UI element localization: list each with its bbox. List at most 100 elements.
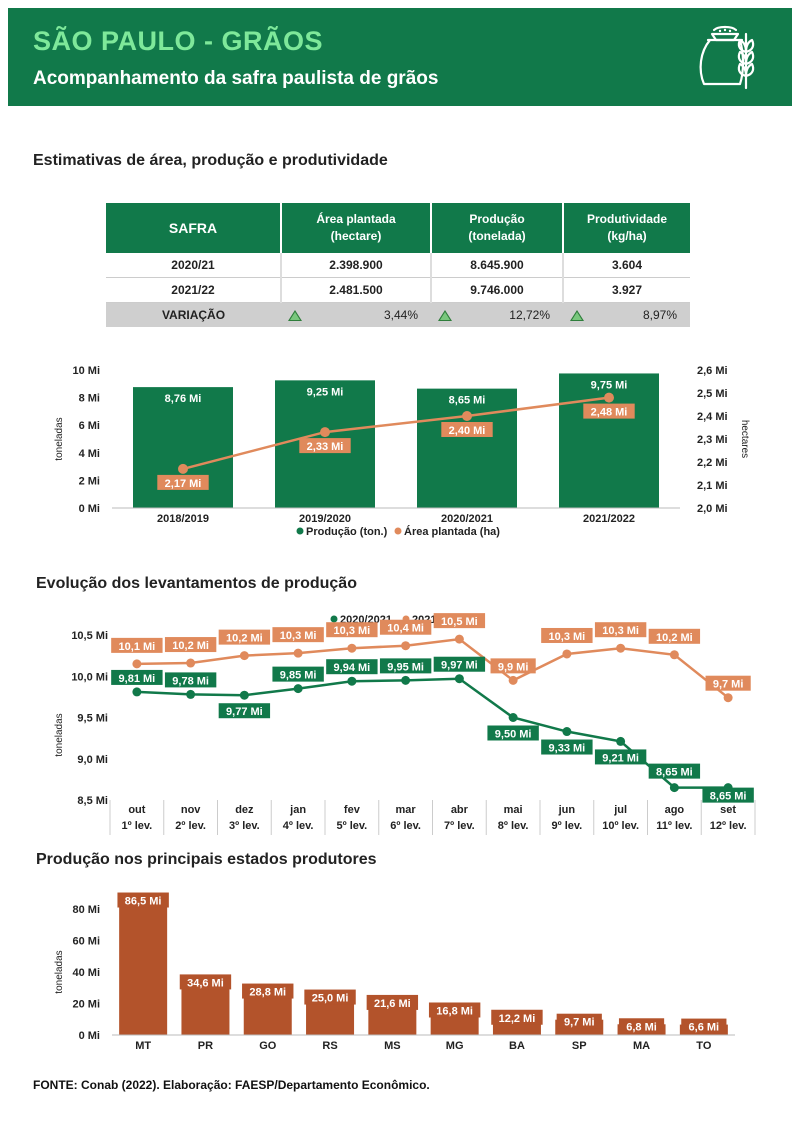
area-point-label: 2,33 Mi (307, 441, 344, 453)
variation-producao: 12,72% (509, 308, 550, 322)
month-label: ago (665, 804, 685, 816)
series-point-label-bg (111, 637, 163, 653)
series-point (239, 651, 249, 661)
series-point-label-bg (705, 675, 751, 691)
state-bar-label: 6,8 Mi (626, 1021, 657, 1033)
month-label: jan (289, 804, 306, 816)
state-bar-label: 28,8 Mi (249, 987, 286, 999)
area-point-label-bg (441, 422, 493, 437)
series-point (508, 713, 518, 722)
state-label: GO (259, 1040, 277, 1052)
area-line (182, 396, 610, 471)
y-tick-label: 4 Mi (79, 448, 100, 460)
series-point (616, 736, 626, 746)
survey-label: 7º lev. (444, 820, 475, 832)
series-point-label: 10,5 Mi (441, 616, 478, 628)
series-point-label: 9,50 Mi (495, 729, 532, 741)
legend-label-producao: Produção (ton.) (306, 526, 388, 538)
safra-cell: 2021/22 (106, 277, 282, 303)
y2-axis-title: hectares (739, 420, 750, 458)
state-bar-label-bg (179, 974, 232, 990)
series-point-label-bg (541, 739, 593, 755)
series-point-label-bg (379, 658, 432, 674)
month-label: out (128, 804, 145, 816)
series-point (347, 643, 357, 653)
series-point-label-bg (218, 629, 271, 645)
col-produtividade: Produtividade (kg/ha) (563, 203, 690, 253)
state-bar-label: 21,6 Mi (374, 998, 411, 1010)
series-point-label: 10,2 Mi (226, 633, 263, 645)
y-tick-label: 0 Mi (79, 503, 100, 515)
state-label: MT (135, 1040, 151, 1052)
area-point (604, 392, 614, 403)
header-banner: SÃO PAULO - GRÃOS Acompanhamento da safr… (8, 8, 792, 106)
state-label: PR (198, 1040, 213, 1052)
state-bar-label-bg (242, 983, 294, 999)
series-point-label-bg (648, 628, 701, 644)
state-label: SP (572, 1040, 587, 1052)
legend-marker-producao (296, 527, 304, 535)
x-category-label: 2019/2020 (299, 513, 351, 525)
production-bar-label: 9,75 Mi (591, 379, 628, 391)
series-point-label-bg (487, 725, 539, 741)
state-bar-label-bg (366, 994, 419, 1010)
month-label: mai (504, 804, 523, 816)
area-point (320, 427, 330, 438)
series-point (562, 727, 572, 737)
state-bar-label-bg (681, 1018, 727, 1034)
production-bar-label: 9,25 Mi (307, 386, 344, 398)
survey-label: 5º lev. (337, 820, 368, 832)
series-point (454, 634, 464, 644)
state-bar-label: 16,8 Mi (436, 1005, 473, 1017)
series-point-label: 9,77 Mi (226, 706, 263, 718)
series-point (347, 676, 357, 686)
series-line-2020-2021 (136, 677, 729, 789)
survey-label: 3º lev. (229, 820, 260, 832)
series-point (186, 658, 196, 668)
series-point-label-bg (218, 703, 271, 719)
estimates-table: SAFRA Área plantada (hectare) Produção (to… (106, 203, 690, 327)
y2-tick-label: 2,3 Mi (697, 434, 728, 446)
area-point-label: 2,48 Mi (591, 407, 628, 419)
area-point (178, 463, 188, 474)
y2-tick-label: 2,2 Mi (697, 457, 728, 469)
x-category-label: 2021/2022 (583, 513, 635, 525)
producao-cell: 9.746.000 (431, 277, 564, 303)
series-point (669, 650, 679, 660)
y2-tick-label: 2,6 Mi (697, 365, 728, 377)
state-label: MS (384, 1040, 401, 1052)
series-point-label: 9,97 Mi (441, 660, 478, 672)
series-point (132, 687, 142, 697)
series-point-label: 9,81 Mi (119, 673, 156, 685)
series-point-label: 9,9 Mi (498, 661, 529, 673)
variation-row: VARIAÇÃO 3,44% 12,72% 8,97% (106, 302, 690, 327)
legend-marker-area (394, 527, 402, 535)
y-tick-label: 80 Mi (72, 904, 100, 916)
y-tick-label: 60 Mi (72, 935, 100, 947)
y-tick-label: 40 Mi (72, 967, 100, 979)
y-tick-label: 10,0 Mi (71, 671, 108, 683)
legend-marker-2020-2021 (330, 615, 338, 623)
production-area-combo-chart: 0 Mi 2 Mi 4 Mi 6 Mi 8 Mi 10 Mi 2,0 Mi 2,1 Mi 2,2… (54, 365, 750, 538)
table-header-row: SAFRA Área plantada (hectare) Produção (to… (106, 203, 690, 253)
series-point-label: 9,94 Mi (334, 662, 371, 674)
series-point-label-bg (594, 622, 647, 638)
y-tick-label: 10 Mi (72, 365, 100, 377)
area-cell: 2.398.900 (281, 253, 432, 278)
y2-tick-label: 2,4 Mi (697, 411, 728, 423)
month-label: jun (558, 804, 576, 816)
up-triangle-icon (288, 309, 302, 321)
month-label: set (720, 804, 736, 816)
x-category-label: 2020/2021 (441, 513, 493, 525)
month-label: mar (396, 804, 417, 816)
production-bar (417, 388, 517, 508)
state-label: TO (696, 1040, 712, 1052)
series-point-label-bg (326, 622, 378, 638)
series-point (401, 675, 411, 685)
series-point-label-bg (541, 627, 593, 643)
estimates-section-title: Estimativas de área, produção e produtiv… (33, 152, 388, 169)
state-bar-label-bg (117, 892, 169, 908)
series-point-label: 10,2 Mi (172, 640, 209, 652)
y-tick-label: 6 Mi (79, 420, 100, 432)
survey-label: 10º lev. (602, 820, 639, 832)
